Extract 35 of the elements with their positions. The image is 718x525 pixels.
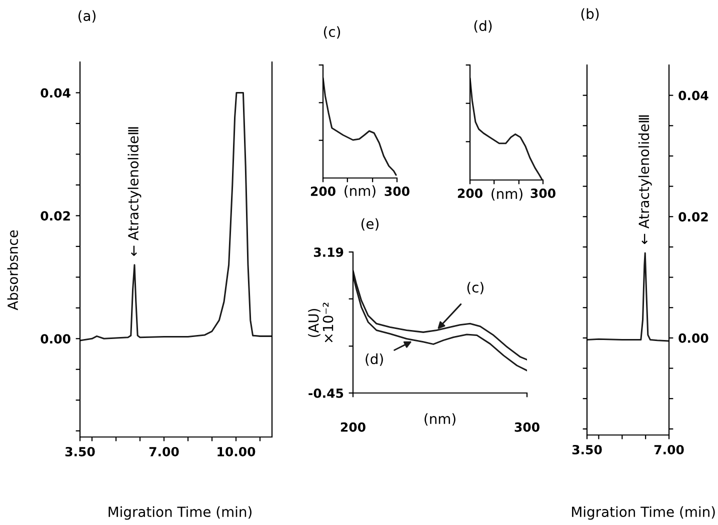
annotation: (c) (467, 282, 484, 294)
x-axis-title: (nm) (424, 413, 456, 426)
y-tick-label: 3.19 (314, 247, 344, 257)
x-axis-title: (nm) (344, 185, 376, 198)
x-tick-label: 300 (384, 186, 410, 196)
x-tick-label: 10.00 (218, 446, 256, 456)
annotation: ← AtractylenolideⅢ (638, 115, 652, 244)
chart-title: (b) (581, 8, 599, 21)
y-tick-label: 0.00 (678, 333, 708, 343)
x-axis-title: Migration Time (min) (572, 506, 715, 520)
x-tick-label: 200 (458, 188, 482, 198)
y-axis-title: Absorbsnce (7, 230, 18, 310)
x-tick-label: 300 (514, 422, 540, 432)
x-axis-title: (nm) (492, 188, 522, 201)
chart-title: (e) (362, 218, 378, 231)
annotation: (d) (366, 353, 383, 366)
y-tick-label: 0.02 (40, 211, 70, 221)
chart-title: (a) (78, 10, 96, 23)
y-tick-label: 0.00 (40, 334, 70, 344)
y-tick-label: 0.04 (40, 88, 70, 98)
y-tick-label: 0.04 (678, 90, 708, 100)
chart-title: (d) (474, 20, 492, 33)
x-tick-label: 200 (340, 422, 366, 432)
x-tick-label: 7.00 (149, 446, 179, 456)
y-axis-title: (AU) ×10⁻² (308, 302, 334, 342)
x-tick-label: 200 (310, 186, 336, 196)
annotation: ← AtractylenolideⅢ (128, 127, 142, 256)
chart-title: (c) (324, 26, 340, 39)
y-tick-label: 0.02 (678, 212, 708, 222)
y-tick-label: -0.45 (308, 388, 344, 398)
x-tick-label: 3.50 (572, 444, 602, 454)
x-tick-label: 300 (530, 188, 556, 198)
x-tick-label: 7.00 (654, 444, 684, 454)
x-tick-label: 3.50 (65, 446, 95, 456)
x-axis-title: Migration Time (min) (108, 506, 252, 520)
